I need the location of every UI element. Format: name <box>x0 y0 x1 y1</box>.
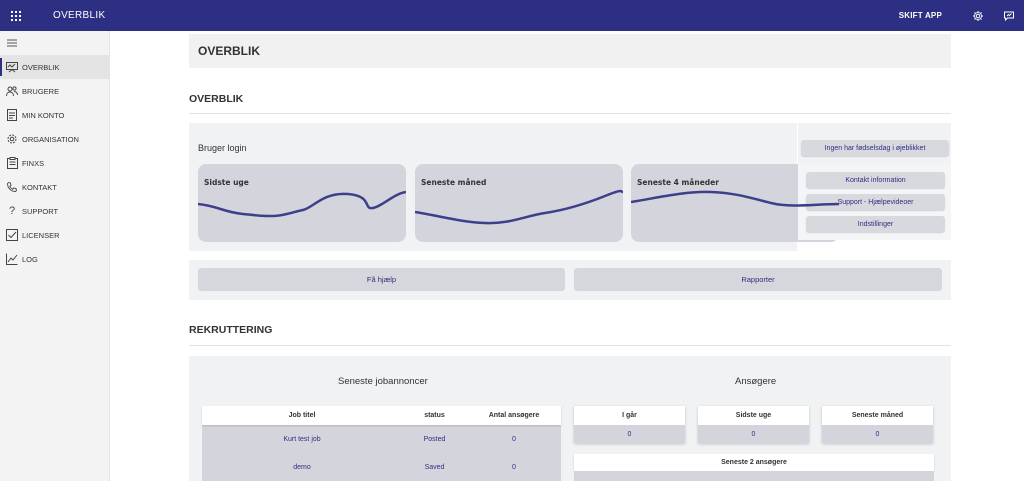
divider <box>189 345 951 346</box>
sparkline-4-months <box>631 190 840 207</box>
chart-line-icon <box>6 253 18 265</box>
top-bar: OVERBLIK SKIFT APP <box>0 0 1024 31</box>
job-title-cell[interactable]: Kurt test job <box>283 435 321 443</box>
account-icon <box>6 109 18 121</box>
sidebar-item-licenser[interactable]: LICENSER <box>0 223 109 247</box>
contact-info-button[interactable]: Kontakt information <box>806 172 945 188</box>
app-launcher-button[interactable] <box>0 0 32 31</box>
sidebar-item-label: MIN KONTO <box>22 110 65 120</box>
sidebar-item-brugere[interactable]: BRUGERE <box>0 79 109 103</box>
jobs-table: Job titel status Antal ansøgere Kurt tes… <box>202 406 561 481</box>
column-header-count: Antal ansøgere <box>488 412 540 419</box>
checkbox-icon <box>6 229 18 241</box>
stat-card-last-month: Seneste måned 0 <box>822 406 933 443</box>
feedback-button[interactable] <box>993 0 1024 31</box>
job-count-cell: 0 <box>512 435 516 443</box>
settings-button[interactable] <box>962 0 993 31</box>
sidebar-item-overblik[interactable]: OVERBLIK <box>0 55 109 79</box>
sidebar-item-label: ORGANISATION <box>22 134 79 144</box>
latest-applicants-body <box>574 471 934 481</box>
main-content: OVERBLIK OVERBLIK Bruger login Sidste ug… <box>110 31 1024 481</box>
sidebar-item-kontakt[interactable]: KONTAKT <box>0 175 109 199</box>
job-title-cell[interactable]: demo <box>293 463 311 471</box>
page-title: OVERBLIK <box>189 34 951 68</box>
sidebar-item-log[interactable]: LOG <box>0 247 109 271</box>
sparkline <box>415 189 623 225</box>
grid-icon <box>11 10 21 21</box>
get-help-button[interactable]: Få hjælp <box>198 268 565 291</box>
sidebar-item-label: LOG <box>22 254 38 264</box>
card-label: Sidste uge <box>204 178 249 187</box>
question-icon: ? <box>8 205 16 217</box>
sidebar: OVERBLIK BRUGERE MIN KONTO ORGANISATION … <box>0 31 110 481</box>
job-status-cell: Saved <box>424 463 445 471</box>
reports-button[interactable]: Rapporter <box>574 268 942 291</box>
menu-toggle-button[interactable] <box>0 31 109 55</box>
stat-card-last-week: Sidste uge 0 <box>698 406 809 443</box>
divider <box>189 113 951 114</box>
quick-links-panel: Ingen har fødselsdag i øjeblikket Kontak… <box>798 123 951 240</box>
sidebar-item-label: KONTAKT <box>22 182 57 192</box>
job-status-cell: Posted <box>423 435 446 443</box>
sidebar-item-label: BRUGERE <box>22 86 60 96</box>
stat-label: I går <box>574 406 685 425</box>
stat-label: Seneste måned <box>822 406 933 425</box>
sidebar-item-support[interactable]: ? SUPPORT <box>0 199 109 223</box>
recruitment-panel: Seneste jobannoncer Ansøgere Job titel s… <box>189 356 951 481</box>
app-title: OVERBLIK <box>53 10 106 21</box>
overview-section-title: OVERBLIK <box>189 93 244 105</box>
switch-app-button[interactable]: SKIFT APP <box>898 11 942 20</box>
table-row[interactable]: Kurt test job Posted 0 <box>202 425 561 453</box>
user-login-panel: Bruger login Sidste uge Seneste måned Se… <box>189 123 839 251</box>
recruitment-section-title: REKRUTTERING <box>189 324 273 336</box>
sidebar-item-organisation[interactable]: ORGANISATION <box>0 127 109 151</box>
support-videos-button[interactable]: Support - Hjælpevideoer <box>806 194 945 210</box>
clipboard-icon <box>6 157 18 169</box>
stat-label: Sidste uge <box>698 406 809 425</box>
latest-applicants-title: Seneste 2 ansøgere <box>574 454 934 471</box>
sidebar-item-label: SUPPORT <box>22 206 59 216</box>
sidebar-item-label: FINXS <box>22 158 45 168</box>
job-count-cell: 0 <box>512 463 516 471</box>
sidebar-item-min-konto[interactable]: MIN KONTO <box>0 103 109 127</box>
column-header-status: status <box>424 412 445 419</box>
phone-icon <box>6 181 18 193</box>
gear-icon <box>6 133 18 145</box>
hamburger-icon <box>7 39 17 47</box>
sidebar-item-finxs[interactable]: FINXS <box>0 151 109 175</box>
column-header-title: Job titel <box>288 412 316 419</box>
user-login-title: Bruger login <box>198 143 247 153</box>
gear-icon <box>972 10 983 21</box>
dashboard-icon <box>6 61 18 73</box>
latest-jobs-heading: Seneste jobannoncer <box>338 376 428 387</box>
card-label: Seneste måned <box>421 178 487 187</box>
birthday-button[interactable]: Ingen har fødselsdag i øjeblikket <box>801 140 949 156</box>
sidebar-item-label: OVERBLIK <box>22 62 60 72</box>
table-header: Job titel status Antal ansøgere <box>202 406 561 425</box>
stat-value: 0 <box>574 425 685 443</box>
login-card-last-week[interactable]: Sidste uge <box>198 164 406 242</box>
card-label: Seneste 4 måneder <box>637 178 719 187</box>
sidebar-item-label: LICENSER <box>22 230 60 240</box>
users-icon <box>6 85 18 97</box>
applicants-heading: Ansøgere <box>735 376 777 387</box>
latest-applicants-card: Seneste 2 ansøgere <box>574 454 934 481</box>
sparkline <box>198 190 406 218</box>
feedback-icon <box>1003 11 1014 21</box>
actions-panel: Få hjælp Rapporter <box>189 260 951 300</box>
stat-card-yesterday: I går 0 <box>574 406 685 443</box>
table-row[interactable]: demo Saved 0 <box>202 453 561 481</box>
login-card-last-month[interactable]: Seneste måned <box>415 164 623 242</box>
settings-button[interactable]: Indstillinger <box>806 216 945 232</box>
stat-value: 0 <box>822 425 933 443</box>
stat-value: 0 <box>698 425 809 443</box>
